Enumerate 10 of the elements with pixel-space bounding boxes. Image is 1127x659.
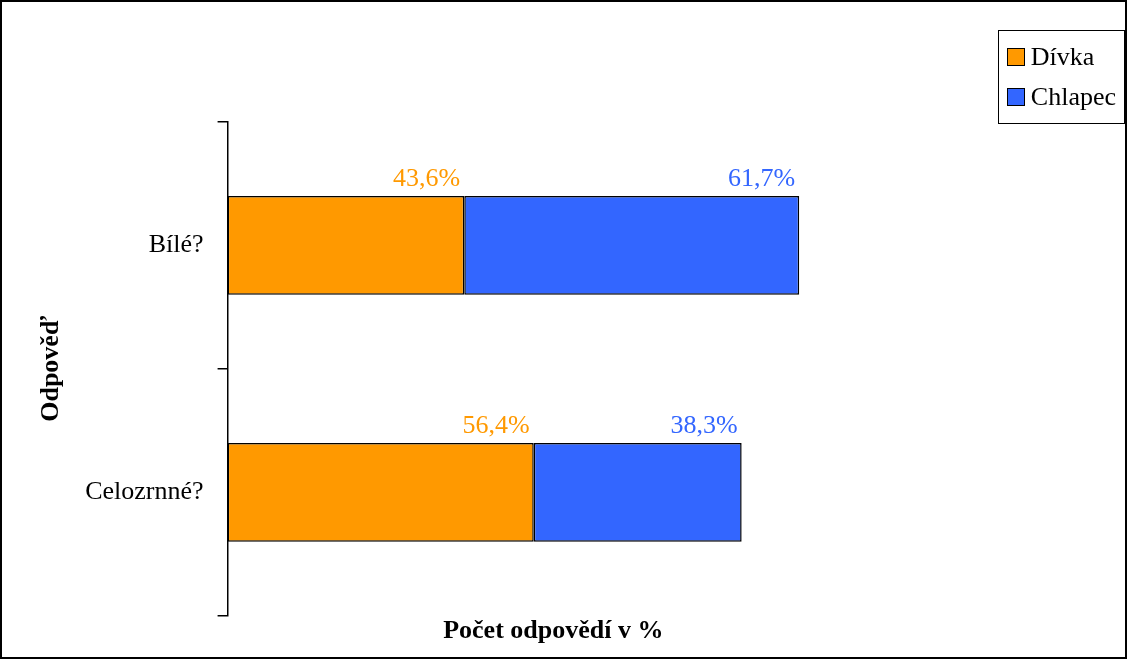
y-axis-title: Odpověď <box>35 315 65 422</box>
data-label: 38,3% <box>670 409 738 439</box>
legend-label: Dívka <box>1029 41 1096 73</box>
data-label: 56,4% <box>462 409 530 439</box>
x-axis-title: Počet odpovědí v % <box>443 615 664 645</box>
data-label: 43,6% <box>393 162 461 192</box>
y-tick-label: Celozrnné? <box>85 476 204 506</box>
y-tick-label: Bílé? <box>148 229 204 259</box>
data-label: 61,7% <box>728 162 796 192</box>
legend-label: Chlapec <box>1029 81 1116 113</box>
